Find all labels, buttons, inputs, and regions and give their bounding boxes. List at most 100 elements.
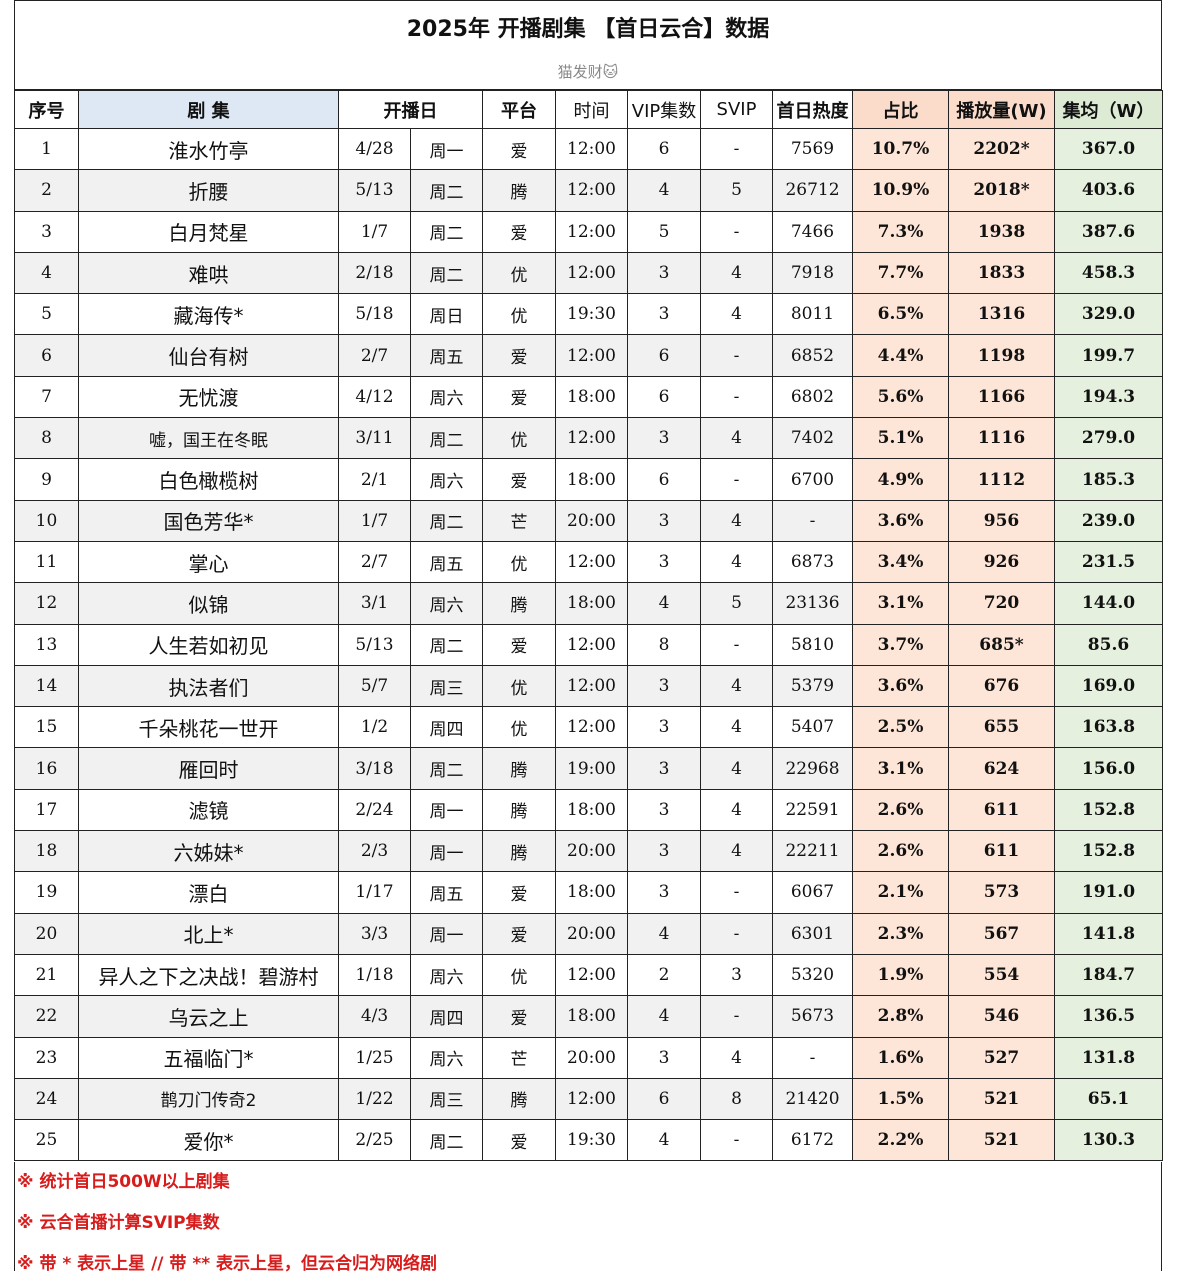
cell-heat: 23136 <box>772 582 853 625</box>
cell-vip: 6 <box>627 1077 701 1121</box>
footnote: ※ 带 * 表示上星 // 带 ** 表示上星，但云合归为网络剧 <box>17 1254 438 1274</box>
cell-platform: 腾 <box>482 830 556 873</box>
cell-plays: 554 <box>948 953 1055 997</box>
cell-name: 无忧渡 <box>78 375 339 419</box>
cell-share: 6.5% <box>852 293 949 336</box>
cell-share: 1.6% <box>852 1036 949 1079</box>
cell-svip: - <box>700 623 773 666</box>
cell-name: 藏海传* <box>78 293 339 336</box>
cell-weekday: 周二 <box>410 1119 483 1162</box>
table-row: 8 嘘，国王在冬眠 3/11 周二优 12:00 3 4 7402 5.1% 1116 279.0 <box>14 417 1163 460</box>
cell-name: 漂白 <box>78 871 339 914</box>
table-row: 18 六姊妹* 2/3 周一腾 20:00 3 4 22211 2.6% 611 152.8 <box>14 830 1163 873</box>
cell-svip: - <box>700 334 773 377</box>
table-row: 16 雁回时 3/18 周二腾 19:00 3 4 22968 3.1% 624 156.0 <box>14 747 1163 790</box>
cell-plays: 1198 <box>948 334 1055 377</box>
table-row: 9 白色橄榄树 2/1 周六爱 18:00 6-6700 4.9% 1112 185.3 <box>14 458 1163 501</box>
cell-share: 10.7% <box>852 127 949 171</box>
cell-avg: 329.0 <box>1054 293 1163 336</box>
cell-no: 1 <box>14 127 79 171</box>
cell-platform: 腾 <box>482 169 556 212</box>
cell-heat: 6852 <box>772 334 853 377</box>
cell-date: 1/17 <box>338 871 411 914</box>
cell-no: 2 <box>14 169 79 212</box>
cell-platform: 优 <box>482 664 556 708</box>
cell-name: 异人之下之决战！碧游村 <box>78 953 339 997</box>
cell-platform: 优 <box>482 293 556 336</box>
header-name: 剧 集 <box>78 90 339 129</box>
cell-time: 18:00 <box>555 871 628 914</box>
cell-time: 12:00 <box>555 169 628 212</box>
cell-avg: 367.0 <box>1054 127 1163 171</box>
cell-weekday: 周二 <box>410 747 483 790</box>
table-row: 20 北上* 3/3 周一爱 20:00 4-6301 2.3% 567 141.8 <box>14 912 1163 955</box>
cell-date: 5/13 <box>338 623 411 666</box>
footnote: ※ 云合首播计算SVIP集数 <box>17 1213 220 1233</box>
cell-date: 2/25 <box>338 1119 411 1162</box>
table-row: 12 似锦 3/1 周六腾 18:00 4 5 23136 3.1% 720 144.0 <box>14 582 1163 625</box>
cell-avg: 191.0 <box>1054 871 1163 914</box>
cell-share: 3.6% <box>852 499 949 542</box>
cell-vip: 4 <box>627 995 701 1038</box>
cell-plays: 567 <box>948 912 1055 955</box>
cell-name: 北上* <box>78 912 339 955</box>
table-row: 4 难哄 2/18 周二优 12:00 3 4 7918 7.7% 1833 458.3 <box>14 251 1163 295</box>
cell-plays: 527 <box>948 1036 1055 1079</box>
cell-weekday: 周一 <box>410 912 483 955</box>
cell-heat: 5673 <box>772 995 853 1038</box>
cell-time: 18:00 <box>555 375 628 419</box>
table-row: 24 鹊刀门传奇2 1/22 周三腾 12:00 6 8 21420 1.5% 521 65.1 <box>14 1077 1163 1121</box>
cell-platform: 腾 <box>482 788 556 832</box>
cell-name: 雁回时 <box>78 747 339 790</box>
cell-avg: 185.3 <box>1054 458 1163 501</box>
cell-heat: 5810 <box>772 623 853 666</box>
cell-platform: 腾 <box>482 1077 556 1121</box>
cell-weekday: 周六 <box>410 458 483 501</box>
cell-share: 3.1% <box>852 747 949 790</box>
cell-date: 1/18 <box>338 953 411 997</box>
cell-svip: 5 <box>700 582 773 625</box>
cell-share: 2.3% <box>852 912 949 955</box>
cell-share: 2.8% <box>852 995 949 1038</box>
cell-weekday: 周五 <box>410 871 483 914</box>
cell-heat: 5407 <box>772 706 853 749</box>
cell-platform: 优 <box>482 251 556 295</box>
cell-svip: 4 <box>700 1036 773 1079</box>
cell-share: 5.1% <box>852 417 949 460</box>
cell-platform: 优 <box>482 706 556 749</box>
cell-weekday: 周六 <box>410 1036 483 1079</box>
cell-svip: - <box>700 458 773 501</box>
table-row: 7 无忧渡 4/12 周六爱 18:00 6-6802 5.6% 1166 194.3 <box>14 375 1163 419</box>
cell-weekday: 周五 <box>410 334 483 377</box>
cell-plays: 1938 <box>948 210 1055 253</box>
cell-share: 7.7% <box>852 251 949 295</box>
cell-date: 2/7 <box>338 540 411 584</box>
cell-vip: 3 <box>627 871 701 914</box>
cell-svip: - <box>700 871 773 914</box>
cell-plays: 685* <box>948 623 1055 666</box>
cell-vip: 3 <box>627 664 701 708</box>
cell-platform: 爱 <box>482 623 556 666</box>
footnotes: ※ 统计首日500W以上剧集 ※ 云合首播计算SVIP集数 ※ 带 * 表示上星… <box>14 1162 1162 1274</box>
header-heat: 首日热度 <box>772 90 853 129</box>
cell-date: 3/18 <box>338 747 411 790</box>
cell-name: 五福临门* <box>78 1036 339 1079</box>
cell-platform: 爱 <box>482 334 556 377</box>
table-row: 2 折腰 5/13 周二腾 12:00 4 5 26712 10.9% 2018* 403.6 <box>14 169 1163 212</box>
cell-weekday: 周三 <box>410 1077 483 1121</box>
cell-plays: 521 <box>948 1119 1055 1162</box>
header-avg: 集均（W） <box>1054 90 1163 129</box>
table-row: 23 五福临门* 1/25 周六芒 20:00 3 4-1.6% 527 131.8 <box>14 1036 1163 1079</box>
cell-svip: 4 <box>700 293 773 336</box>
cell-no: 9 <box>14 458 79 501</box>
cell-weekday: 周五 <box>410 540 483 584</box>
cell-no: 6 <box>14 334 79 377</box>
cell-share: 3.7% <box>852 623 949 666</box>
cell-avg: 239.0 <box>1054 499 1163 542</box>
cell-no: 25 <box>14 1119 79 1162</box>
cell-no: 13 <box>14 623 79 666</box>
cell-platform: 优 <box>482 540 556 584</box>
cell-share: 1.5% <box>852 1077 949 1121</box>
cell-plays: 1166 <box>948 375 1055 419</box>
table-row: 6 仙台有树 2/7 周五爱 12:00 6-6852 4.4% 1198 199.7 <box>14 334 1163 377</box>
